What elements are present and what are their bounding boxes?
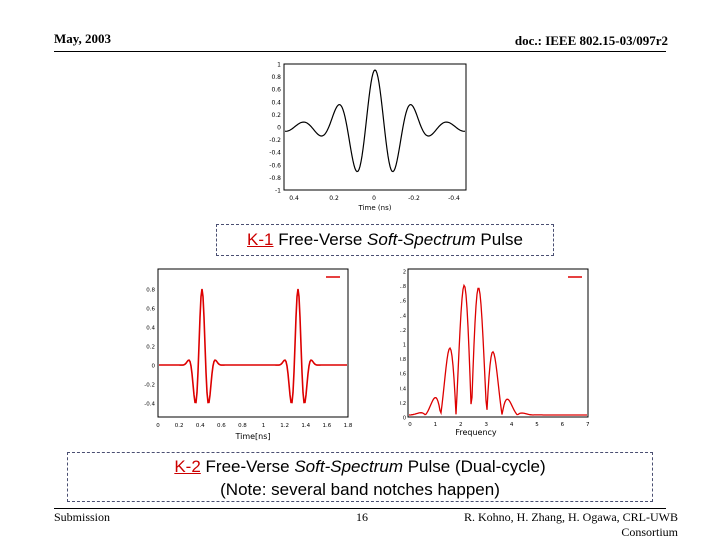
k1-y-tick-label: 0 xyxy=(277,125,281,132)
k1-y-tick-label: 0.6 xyxy=(271,87,281,94)
k2-time-y-tick-label: 0.8 xyxy=(146,288,155,294)
k2-time-x-tick-label: 0.8 xyxy=(238,423,247,429)
k2-spectrum-y-tick-label: 0.6 xyxy=(400,372,406,378)
k2-spectrum-x-tick-label: 2 xyxy=(459,422,463,428)
k2-time-x-tick-label: 1.8 xyxy=(344,423,353,429)
k2-spectrum-x-tick-label: 4 xyxy=(510,422,514,428)
caption-k1: K-1 Free-Verse Soft-Spectrum Pulse xyxy=(216,224,554,256)
k2-spectrum-x-tick-label: 3 xyxy=(484,422,488,428)
k2-time-y-tick-label: 0 xyxy=(152,364,156,370)
k1-y-tick-label: 0.4 xyxy=(271,99,281,106)
header-doc-id: doc.: IEEE 802.15-03/097r2 xyxy=(514,33,668,48)
k2-spectrum-y-ticks: 2 1.8 1.6 1.4 1.2 1 0.8 0.6 0.4 0.2 0 xyxy=(398,270,406,422)
k2-spectrum-frame xyxy=(407,268,589,418)
k2-spectrum-y-tick-label: 1.2 xyxy=(400,328,406,334)
k1-pulse-curve xyxy=(284,69,466,173)
k2-time-x-tick-label: 0.2 xyxy=(175,423,184,429)
k1-y-tick-label: -0.8 xyxy=(269,175,281,182)
caption-k2-italic: Soft-Spectrum xyxy=(294,457,403,476)
footer-page-number: 16 xyxy=(356,510,368,524)
k2-time-x-tick-label: 1.6 xyxy=(323,423,332,429)
k2-time-x-tick-label: 1 xyxy=(262,423,266,429)
k2-time-y-tick-label: 0.4 xyxy=(146,326,155,332)
header-rule xyxy=(54,51,666,52)
k1-x-tick-label: 0.2 xyxy=(329,195,339,202)
k2-spectrum-x-ticks: 0 1 2 3 4 5 6 7 xyxy=(408,422,590,428)
k2-time-y-tick-label: 0.2 xyxy=(146,345,155,351)
k1-y-tick-label: 0.8 xyxy=(271,74,281,81)
caption-k2-tag: K-2 xyxy=(174,457,201,476)
k1-x-tick-label: 0.4 xyxy=(289,195,299,202)
caption-k1-pre: Free-Verse xyxy=(273,230,368,249)
caption-k2-line1: K-2 Free-Verse Soft-Spectrum Pulse (Dual… xyxy=(68,455,652,478)
k2-spectrum-y-tick-label: 1.8 xyxy=(400,284,406,290)
k2-spectrum-y-tick-label: 0.4 xyxy=(400,386,406,392)
k2-time-y-tick-label: -0.2 xyxy=(144,383,155,389)
k1-y-tick-label: -0.2 xyxy=(269,137,281,144)
k2-time-x-tick-label: 1.4 xyxy=(301,423,310,429)
k1-x-tick-label: -0.4 xyxy=(448,195,460,202)
k2-time-frame xyxy=(157,268,349,418)
caption-k2-post: Pulse (Dual-cycle) xyxy=(403,457,546,476)
k2-spectrum-x-tick-label: 5 xyxy=(535,422,539,428)
k1-y-tick-label: 1 xyxy=(277,62,281,69)
k2-time-y-tick-label: -0.4 xyxy=(144,402,155,408)
footer-authors: R. Kohno, H. Zhang, H. Ogawa, CRL-UWB Co… xyxy=(464,510,678,540)
caption-k1-tag: K-1 xyxy=(247,230,274,249)
caption-k2: K-2 Free-Verse Soft-Spectrum Pulse (Dual… xyxy=(67,452,653,502)
k1-y-tick-label: 0.2 xyxy=(271,112,281,119)
k1-pulse-plot: 10.80.60.40.20-0.2-0.4-0.6-0.8-1 0.4 0.2 0… xyxy=(269,62,467,212)
k2-spectrum-y-tick-label: 1 xyxy=(403,343,406,349)
k2-time-x-tick-label: 0.6 xyxy=(217,423,226,429)
k2-time-curve xyxy=(159,288,347,404)
k2-spectrum-y-tick-label: 1.4 xyxy=(400,313,406,319)
figure-k1-pulse: 1 0.8 0.6 0.4 0.2 0 -0.2 -0.4 -0.6 -0.8 -1 0.4 0.2 0… xyxy=(254,58,472,214)
k2-time-y-tick-label: 0.6 xyxy=(146,307,155,313)
caption-k1-post: Pulse xyxy=(475,230,523,249)
k2-time-x-tick-label: 0.4 xyxy=(196,423,205,429)
k2-spectrum-y-tick-label: 0.2 xyxy=(400,401,406,407)
k2-spectrum-y-tick-label: 2 xyxy=(403,270,406,276)
footer-rule xyxy=(54,508,666,509)
k2-time-xlabel: Time[ns] xyxy=(234,432,270,441)
k2-time-x-tick-label: 0 xyxy=(156,423,160,429)
header-date: May, 2003 xyxy=(54,31,112,46)
k2-time-plot: 0.8 0.6 0.4 0.2 0 -0.2 -0.4 0 0.2 0.4 0.6 0.8 1 1.2 1… xyxy=(144,268,353,441)
k1-y-tick-label: -1 xyxy=(275,188,281,195)
k1-y-tick-label: -0.6 xyxy=(269,162,281,169)
k2-spectrum-x-tick-label: 0 xyxy=(408,422,412,428)
k2-spectrum-plot: 2 1.8 1.6 1.4 1.2 1 0.8 0.6 0.4 0.2 0 0 1 2 3 4 5 6 7 Fre… xyxy=(398,268,590,437)
k2-spectrum-x-tick-label: 1 xyxy=(434,422,438,428)
caption-k2-note: (Note: several band notches happen) xyxy=(220,480,500,499)
k2-time-x-ticks: 0 0.2 0.4 0.6 0.8 1 1.2 1.4 1.6 1.8 xyxy=(156,423,353,429)
k1-xlabel: Time (ns) xyxy=(358,204,392,212)
figure-k2-spectrum: 2 1.8 1.6 1.4 1.2 1 0.8 0.6 0.4 0.2 0 0 1 2 3 4 5 6 7 Fre… xyxy=(398,265,600,437)
k1-x-ticks: 0.4 0.2 0 -0.2 -0.4 xyxy=(289,195,460,202)
k2-spectrum-x-tick-label: 6 xyxy=(561,422,565,428)
k1-y-tick-label: -0.4 xyxy=(269,150,281,157)
k1-x-tick-label: -0.2 xyxy=(408,195,420,202)
k2-spectrum-x-tick-label: 7 xyxy=(586,422,590,428)
figure-k2-time: 0.8 0.6 0.4 0.2 0 -0.2 -0.4 0 0.2 0.4 0.6 0.8 1 1.2 1… xyxy=(130,265,360,443)
k2-spectrum-xlabel: Frequency xyxy=(455,428,497,437)
footer-authors-line1: R. Kohno, H. Zhang, H. Ogawa, CRL-UWB xyxy=(464,510,678,524)
caption-k2-pre: Free-Verse xyxy=(200,457,295,476)
k2-spectrum-curve xyxy=(408,283,587,416)
k2-time-x-tick-label: 1.2 xyxy=(280,423,289,429)
k2-spectrum-y-tick-label: 0.8 xyxy=(400,357,406,363)
footer-submission: Submission xyxy=(54,510,111,524)
caption-k1-italic: Soft-Spectrum xyxy=(367,230,476,249)
k1-x-tick-label: 0 xyxy=(372,195,376,202)
k1-y-ticks: 1 0.8 0.6 0.4 0.2 0 -0.2 -0.4 -0.6 -0.8 -1 xyxy=(269,62,281,195)
k2-time-y-ticks: 0.8 0.6 0.4 0.2 0 -0.2 -0.4 xyxy=(144,288,155,408)
k2-spectrum-y-tick-label: 1.6 xyxy=(400,299,406,305)
footer-authors-line2: Consortium xyxy=(621,525,678,539)
k1-plot-frame xyxy=(283,63,467,191)
k2-spectrum-y-tick-label: 0 xyxy=(403,416,406,422)
